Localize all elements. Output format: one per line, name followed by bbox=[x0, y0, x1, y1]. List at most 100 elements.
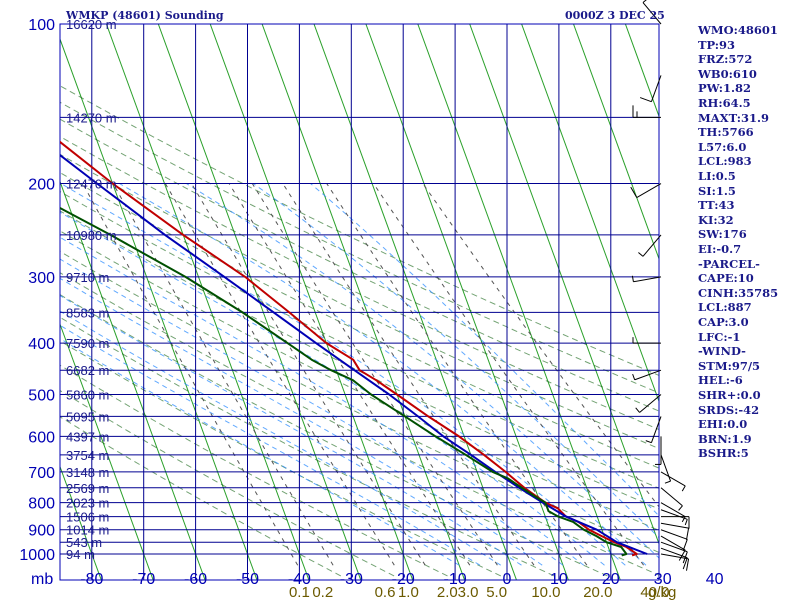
index-item: LCL:887 bbox=[698, 300, 752, 315]
chart-time: 0000Z 3 DEC 25 bbox=[565, 9, 665, 22]
height-label: 8583 m bbox=[66, 305, 109, 320]
wind-barb-feather bbox=[664, 480, 671, 484]
background-grid bbox=[60, 24, 659, 580]
moist-adiabat-line bbox=[60, 211, 605, 566]
wind-barb-feather bbox=[638, 252, 644, 257]
index-item: WB0:610 bbox=[698, 66, 757, 81]
wind-barb-staff bbox=[660, 454, 672, 482]
mixing-ratio-line bbox=[164, 183, 395, 566]
wind-barb-feather bbox=[635, 407, 640, 413]
temperature-tick-label: -40 bbox=[288, 571, 311, 588]
wind-barb bbox=[660, 553, 690, 571]
dry-adiabat-line bbox=[60, 250, 659, 553]
index-item: CINH:35785 bbox=[698, 285, 779, 300]
wind-barb-staff bbox=[642, 2, 662, 25]
temperature-tick-label: -50 bbox=[236, 571, 259, 588]
wind-barb bbox=[660, 522, 690, 541]
temperature-tick-label: 30 bbox=[654, 571, 672, 588]
temperature-tick-label: 10 bbox=[550, 571, 568, 588]
index-item: STM:97/5 bbox=[698, 358, 761, 373]
dry-adiabat-line bbox=[60, 135, 659, 431]
pressure-tick-label: 900 bbox=[28, 523, 55, 540]
wind-barb bbox=[639, 75, 662, 103]
wind-barb-feather bbox=[681, 485, 686, 492]
moist-adiabat-line bbox=[60, 338, 460, 566]
wind-barb-feather bbox=[682, 551, 688, 564]
mixing-ratio-label: 0.2 bbox=[312, 584, 333, 600]
index-item: LFC:-1 bbox=[698, 329, 741, 344]
dry-adiabat-line bbox=[60, 416, 342, 577]
wind-barb bbox=[660, 547, 688, 570]
dry-adiabat-line bbox=[60, 364, 448, 577]
wind-barb-feather bbox=[684, 519, 688, 526]
wind-barb-staff bbox=[660, 535, 686, 551]
wind-barb-staff bbox=[650, 416, 662, 443]
temperature-line bbox=[60, 140, 638, 557]
isotherm-line bbox=[521, 24, 659, 403]
isotherm-line bbox=[417, 24, 621, 580]
isotherm-line bbox=[60, 465, 102, 580]
wind-barb-feather bbox=[642, 0, 647, 3]
wind-barb bbox=[660, 471, 686, 492]
dry-adiabat-line bbox=[60, 172, 659, 469]
wind-barb-feather bbox=[632, 373, 636, 380]
wind-barb-staff bbox=[660, 547, 688, 559]
wind-barb-feather bbox=[682, 557, 688, 570]
chart-title: WMKP (48601) Sounding bbox=[66, 9, 224, 22]
parcel-line bbox=[60, 153, 648, 555]
wind-barb-staff bbox=[660, 509, 688, 520]
pressure-tick-label: 400 bbox=[28, 336, 55, 353]
wind-barb-staff bbox=[660, 522, 689, 529]
wind-barb bbox=[645, 416, 662, 444]
isotherm-line bbox=[261, 24, 466, 580]
isotherm-line bbox=[209, 24, 414, 580]
height-label: 5860 m bbox=[66, 387, 109, 402]
height-label: 1014 m bbox=[66, 523, 109, 538]
wind-barb-feather bbox=[685, 558, 690, 571]
index-item: BSHR:5 bbox=[698, 446, 749, 461]
moist-adiabat-line bbox=[186, 183, 659, 559]
wind-barb-feather bbox=[682, 539, 688, 551]
height-label: 9710 m bbox=[66, 270, 109, 285]
temperature-tick-label: -80 bbox=[80, 571, 103, 588]
index-item: KI:32 bbox=[698, 212, 734, 227]
dry-adiabat-line bbox=[60, 101, 659, 394]
mixing-ratio-line bbox=[326, 183, 588, 566]
index-item: LI:0.5 bbox=[698, 169, 736, 183]
index-item: L57:6.0 bbox=[698, 139, 747, 154]
index-item: MAXT:31.9 bbox=[698, 110, 769, 125]
index-item: EHI:0.0 bbox=[698, 417, 748, 432]
wind-barb bbox=[660, 502, 686, 523]
mixing-ratio-line bbox=[251, 183, 498, 566]
temperature-tick-label: -10 bbox=[444, 571, 467, 588]
wind-barb bbox=[632, 337, 661, 344]
plot-border bbox=[59, 23, 660, 581]
index-item: LCL:983 bbox=[698, 154, 752, 169]
index-item: -PARCEL- bbox=[698, 256, 760, 271]
wind-barb-feather bbox=[678, 505, 683, 511]
moist-adiabat-line bbox=[60, 277, 543, 566]
height-label: 16620 m bbox=[66, 17, 117, 32]
mixing-ratio-label: 3.0 bbox=[458, 584, 479, 600]
index-item: TH:5766 bbox=[698, 125, 754, 140]
index-item: SW:176 bbox=[698, 227, 747, 242]
isotherm-line bbox=[313, 24, 518, 580]
mixing-ratio-label: 10.0 bbox=[531, 584, 560, 600]
dry-adiabat-line bbox=[60, 210, 659, 510]
dewpoint-line bbox=[60, 206, 628, 557]
mixing-ratio-line bbox=[191, 183, 426, 566]
height-label: 3754 m bbox=[66, 448, 109, 463]
height-label: 14270 m bbox=[66, 110, 117, 125]
wind-barb-feather bbox=[645, 440, 652, 444]
isotherm-line bbox=[572, 24, 659, 261]
wind-barb bbox=[630, 183, 662, 198]
wind-barb bbox=[632, 105, 661, 118]
wind-barb-staff bbox=[660, 502, 686, 518]
dry-adiabat-line bbox=[60, 230, 659, 531]
pressure-tick-label: 1000 bbox=[19, 547, 55, 564]
temperature-tick-label: 20 bbox=[602, 571, 620, 588]
index-item: WMO:48601 bbox=[698, 23, 778, 37]
wind-barb bbox=[660, 535, 686, 561]
